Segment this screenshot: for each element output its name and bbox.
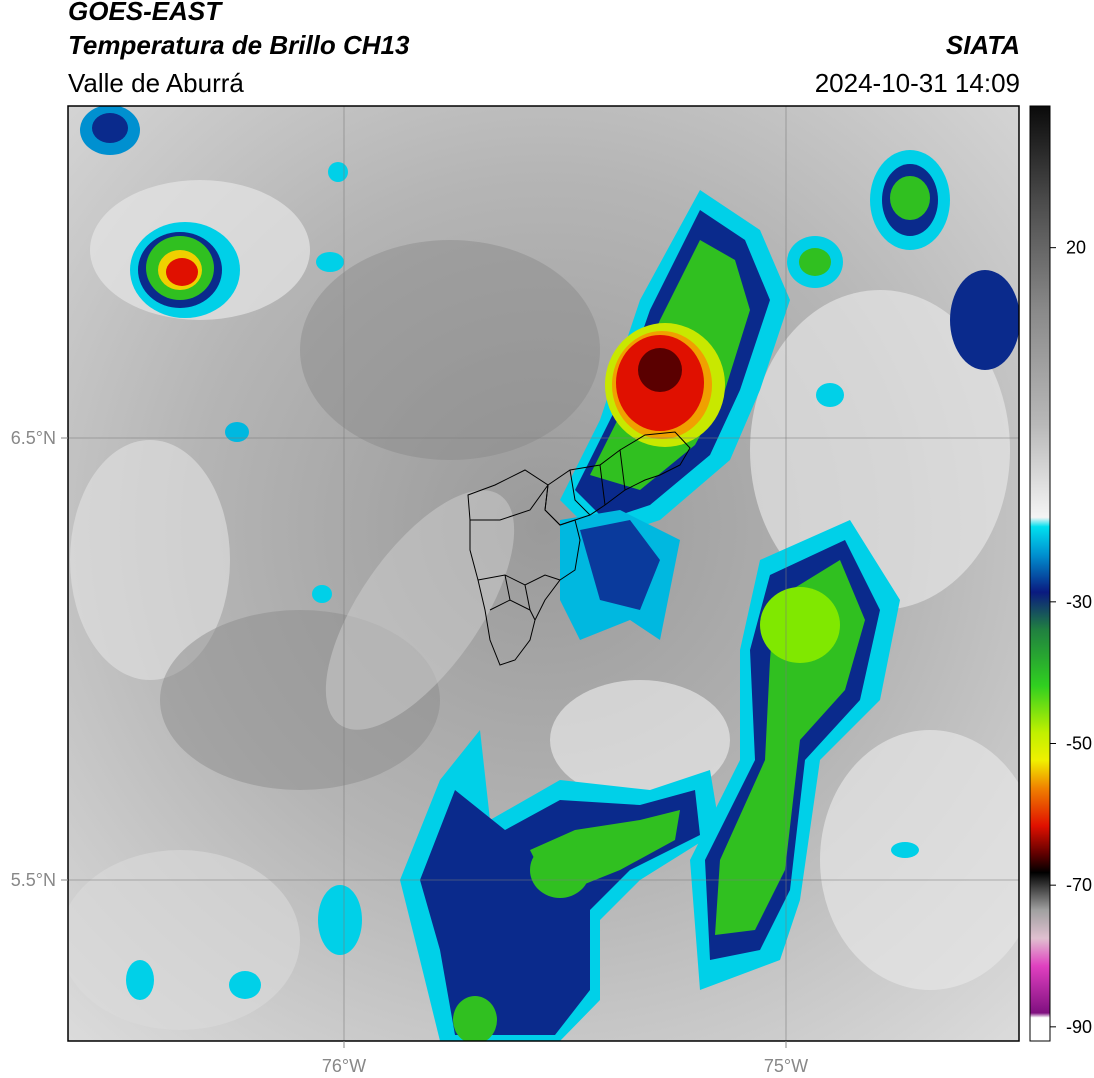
aburra-valley-boundaries [467,431,691,666]
colorbar-tick-label: -30 [1066,592,1092,612]
colorbar-tick-label: -90 [1066,1017,1092,1037]
colorbar-tick-label: 20 [1066,238,1086,258]
lon-tick-75: 75°W [764,1056,808,1076]
storm-line-southwest [318,730,720,1041]
plot-frame [67,105,1020,1042]
satellite-title: GOES-EAST [68,0,222,26]
timestamp-label: 2024-10-31 14:09 [814,68,1020,98]
colorbar-tick-label: -50 [1066,734,1092,754]
storm-line-southeast [690,520,900,990]
plot-area [68,106,1019,1041]
storm-cell-central [560,150,1019,640]
product-title: Temperatura de Brillo CH13 [68,30,410,60]
lat-tick-5-5: 5.5°N [11,870,56,890]
storm-cell-northwest [80,106,240,318]
lat-tick-6-5: 6.5°N [11,428,56,448]
agency-label: SIATA [945,30,1020,60]
colorbar: 20 -30 -50 -70 -90 [1029,105,1092,1042]
colorbar-tick-label: -70 [1066,875,1092,895]
lon-tick-76: 76°W [322,1056,366,1076]
region-subtitle: Valle de Aburrá [68,68,244,98]
